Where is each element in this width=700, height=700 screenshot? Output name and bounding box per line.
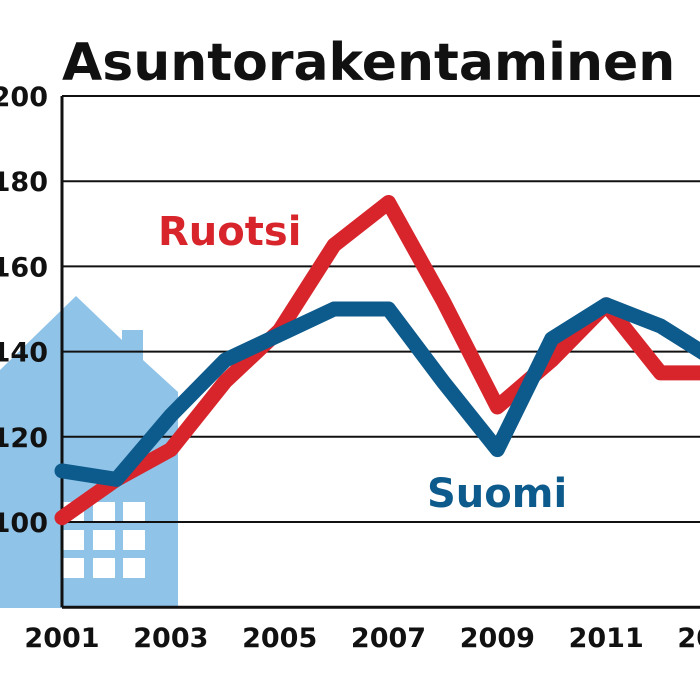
house-window (93, 530, 115, 550)
x-tick-label: 2003 (133, 623, 208, 654)
house-window (93, 558, 115, 578)
grid (60, 95, 700, 609)
y-tick-label: 100 (0, 508, 48, 539)
series-lines (54, 195, 700, 526)
house-window (123, 558, 145, 578)
house-illustration (0, 296, 178, 608)
x-tick-label: 2009 (460, 623, 535, 654)
series-label-suomi: Suomi (427, 471, 567, 517)
series-line-suomi (54, 297, 700, 487)
x-tick-label: 2001 (24, 623, 99, 654)
series-label-ruotsi: Ruotsi (158, 209, 301, 255)
house-window (93, 502, 115, 522)
house-window (123, 530, 145, 550)
house-window (62, 530, 84, 550)
labels: 100 120 140 160 180 200 2001 2003 2005 2007 2009 20… (0, 82, 700, 654)
y-tick-label: 180 (0, 167, 48, 198)
y-tick-label: 200 (0, 82, 48, 113)
y-tick-label: 160 (0, 252, 48, 283)
chart-title: Asuntorakentaminen (62, 33, 675, 93)
x-tick-label: 2013 (677, 623, 700, 654)
x-tick-label: 2005 (242, 623, 317, 654)
x-tick-label: 2011 (569, 623, 644, 654)
y-tick-label: 140 (0, 338, 48, 369)
house-window (62, 558, 84, 578)
house-window (123, 502, 145, 522)
y-tick-label: 120 (0, 423, 48, 454)
x-tick-label: 2007 (351, 623, 426, 654)
